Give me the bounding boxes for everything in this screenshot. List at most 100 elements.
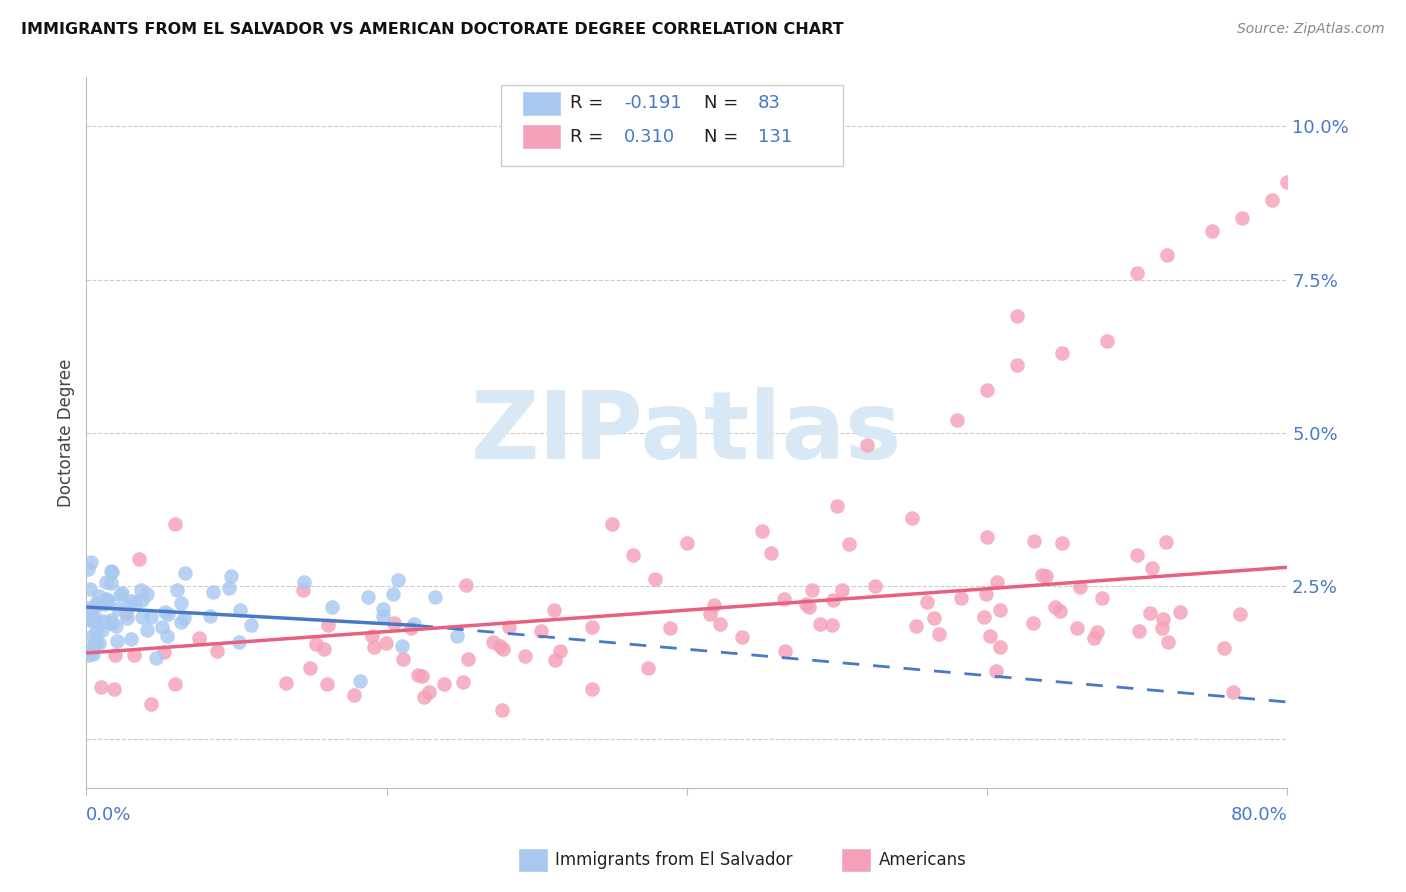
Point (399, 621, 422, 635)
Point (1128, 624, 1150, 638)
Point (163, 517, 186, 532)
Text: Americans: Americans (879, 851, 967, 869)
Point (111, 585, 134, 599)
Point (391, 652, 413, 666)
Point (423, 590, 446, 604)
Point (166, 583, 188, 598)
Point (104, 648, 127, 662)
Point (128, 552, 150, 566)
Point (915, 595, 938, 609)
Point (489, 639, 512, 653)
Point (1229, 607, 1251, 621)
Point (456, 578, 478, 592)
Point (973, 610, 995, 624)
Point (103, 681, 125, 696)
Point (120, 632, 142, 646)
Point (77, 648, 100, 663)
Point (491, 703, 513, 717)
Point (675, 536, 697, 550)
Point (188, 631, 211, 645)
Point (100, 615, 122, 630)
Point (946, 413, 969, 427)
Point (1277, 175, 1299, 189)
Point (91, 596, 114, 610)
Point (433, 677, 456, 691)
FancyBboxPatch shape (523, 125, 560, 148)
Point (96, 593, 118, 607)
Text: N =: N = (703, 128, 744, 146)
Point (984, 665, 1007, 679)
Point (1213, 640, 1236, 655)
Point (823, 593, 845, 607)
Point (1139, 607, 1161, 621)
Point (82, 629, 104, 643)
Point (988, 640, 1011, 654)
Point (169, 596, 191, 610)
Point (80, 606, 103, 620)
Point (205, 644, 228, 658)
Point (104, 619, 127, 633)
FancyBboxPatch shape (501, 85, 842, 166)
Point (1261, 193, 1284, 207)
Point (115, 606, 138, 620)
Point (80, 555, 103, 569)
Point (80, 644, 103, 658)
Point (94, 591, 117, 606)
Point (581, 681, 603, 696)
Point (316, 677, 339, 691)
Point (107, 602, 129, 616)
Point (1095, 334, 1118, 348)
Point (928, 627, 950, 641)
Text: 80.0%: 80.0% (1230, 806, 1288, 824)
Point (305, 637, 328, 651)
Text: 83: 83 (758, 95, 780, 112)
Point (1069, 580, 1091, 594)
Point (84, 635, 107, 649)
Point (412, 690, 434, 704)
Point (153, 605, 176, 619)
Point (371, 608, 394, 623)
Point (153, 644, 176, 658)
Point (1035, 568, 1057, 582)
Point (1083, 631, 1105, 645)
Point (1091, 591, 1114, 605)
Point (314, 642, 336, 657)
Point (145, 651, 167, 665)
Point (974, 587, 997, 601)
Point (482, 635, 505, 649)
Point (581, 620, 603, 634)
Point (86, 612, 108, 626)
Point (91, 614, 114, 628)
Point (808, 617, 831, 632)
Point (411, 669, 433, 683)
Text: R =: R = (569, 128, 609, 146)
Point (1168, 605, 1191, 619)
Point (1085, 624, 1108, 639)
Text: 0.310: 0.310 (624, 128, 675, 146)
Point (709, 616, 731, 631)
Point (298, 661, 321, 675)
Point (856, 438, 879, 452)
Point (97, 592, 120, 607)
Point (90, 623, 112, 637)
Text: -0.191: -0.191 (624, 95, 682, 112)
Point (1126, 548, 1149, 562)
Point (838, 537, 860, 551)
Text: R =: R = (569, 95, 609, 112)
Point (988, 602, 1011, 616)
Point (76, 603, 98, 617)
Point (150, 619, 173, 633)
Point (801, 582, 824, 597)
Point (418, 685, 440, 699)
Point (83, 637, 105, 651)
Point (115, 611, 138, 625)
Point (136, 587, 159, 601)
Point (492, 641, 515, 656)
Point (76, 607, 98, 622)
Point (375, 636, 398, 650)
Text: 131: 131 (758, 128, 792, 146)
Point (174, 566, 197, 581)
Point (976, 530, 998, 544)
Point (821, 618, 844, 632)
Point (1066, 622, 1088, 636)
